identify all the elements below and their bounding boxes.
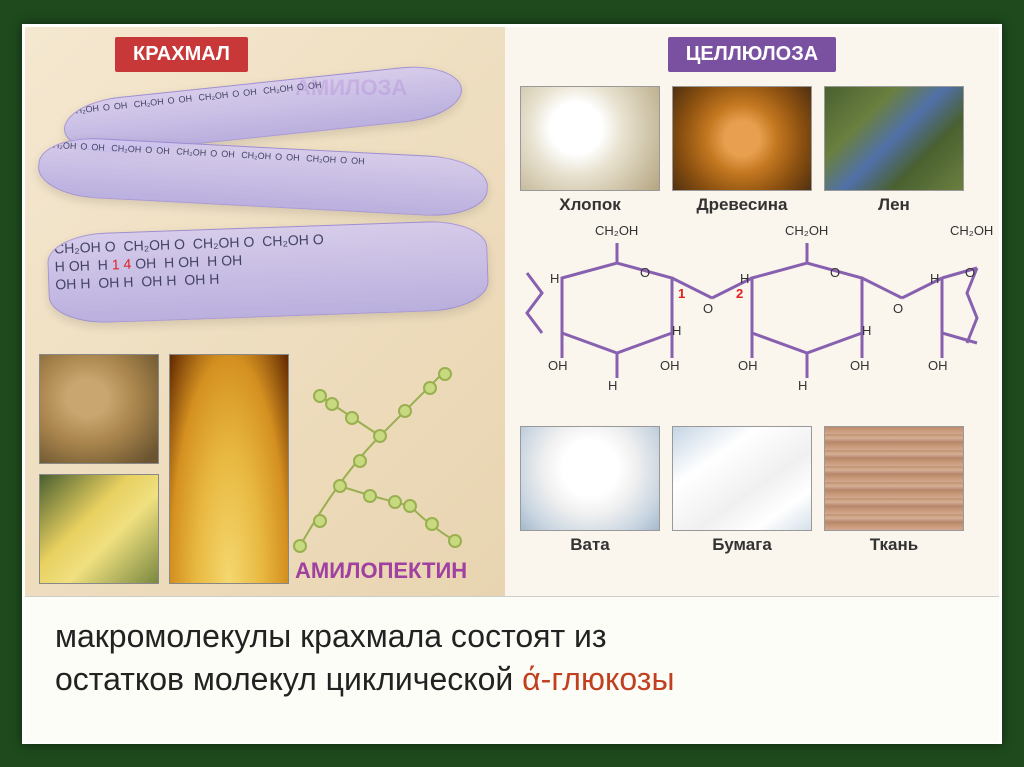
oh-2: OH <box>660 358 680 373</box>
o-ring3: O <box>965 265 975 280</box>
caption: макромолекулы крахмала состоят из остатк… <box>25 597 999 741</box>
oh-1: OH <box>548 358 568 373</box>
fabric-image <box>824 426 964 531</box>
h-1: H <box>550 271 559 286</box>
starch-header: КРАХМАЛ <box>115 37 248 72</box>
caption-line1: макромолекулы крахмала состоят из <box>55 618 607 654</box>
cellulose-products-row2: Вата Бумага Ткань <box>520 426 984 555</box>
wood-image <box>672 86 812 191</box>
wheat-image <box>169 354 289 584</box>
starch-panel: КРАХМАЛ АМИЛОЗА CH₂OHOOH CH₂OHOOH CH₂OHO… <box>25 27 505 596</box>
paper-cell: Бумага <box>672 426 812 555</box>
amylose-ribbon: CH₂OHOOH CH₂OHOOH CH₂OHOOH CH₂OHOOH CH₂O… <box>33 82 493 332</box>
oh-3: OH <box>738 358 758 373</box>
wood-cell: Древесина <box>672 86 812 215</box>
cotton-label: Хлопок <box>559 195 620 215</box>
o-ring1: O <box>640 265 650 280</box>
h-7: H <box>798 378 807 393</box>
cellulose-panel: ЦЕЛЛЮЛОЗА Хлопок Древесина Лен <box>505 27 999 596</box>
h-5: H <box>862 323 871 338</box>
wood-label: Древесина <box>696 195 787 215</box>
corn-image <box>39 474 159 584</box>
ch2oh-3: CH₂OH <box>950 223 993 238</box>
cotton-cell: Хлопок <box>520 86 660 215</box>
c1-label: 1 <box>678 286 685 301</box>
flax-label: Лен <box>878 195 910 215</box>
slide-frame: КРАХМАЛ АМИЛОЗА CH₂OHOOH CH₂OHOOH CH₂OHO… <box>22 24 1002 744</box>
caption-line2a: остатков молекул циклической <box>55 661 522 697</box>
ch2oh-1: CH₂OH <box>595 223 638 238</box>
amylopectin-chain <box>280 356 490 556</box>
h-2: H <box>740 271 749 286</box>
h-6: H <box>608 378 617 393</box>
o-ring2: O <box>830 265 840 280</box>
c2-label: 2 <box>736 286 743 301</box>
wool-cell: Вата <box>520 426 660 555</box>
paper-image <box>672 426 812 531</box>
cotton-wool-image <box>520 426 660 531</box>
amylopectin-label: АМИЛОПЕКТИН <box>295 558 467 584</box>
paper-label: Бумага <box>712 535 772 555</box>
top-area: КРАХМАЛ АМИЛОЗА CH₂OHOOH CH₂OHOOH CH₂OHO… <box>25 27 999 597</box>
h-3: H <box>930 271 939 286</box>
cellulose-sources-row1: Хлопок Древесина Лен <box>520 86 984 215</box>
cellulose-structure: CH₂OH CH₂OH CH₂OH O O O O O H H H H H OH… <box>520 223 984 418</box>
wool-label: Вата <box>570 535 610 555</box>
flax-image <box>824 86 964 191</box>
starch-sources <box>39 354 289 584</box>
caption-alpha: ά-глюкозы <box>522 661 674 697</box>
ch2oh-2: CH₂OH <box>785 223 828 238</box>
cotton-image <box>520 86 660 191</box>
cellulose-header: ЦЕЛЛЮЛОЗА <box>668 37 836 72</box>
potato-image <box>39 354 159 464</box>
fabric-cell: Ткань <box>824 426 964 555</box>
oh-5: OH <box>928 358 948 373</box>
o-bridge1: O <box>703 301 713 316</box>
fabric-label: Ткань <box>870 535 918 555</box>
o-bridge2: O <box>893 301 903 316</box>
oh-4: OH <box>850 358 870 373</box>
flax-cell: Лен <box>824 86 964 215</box>
h-4: H <box>672 323 681 338</box>
